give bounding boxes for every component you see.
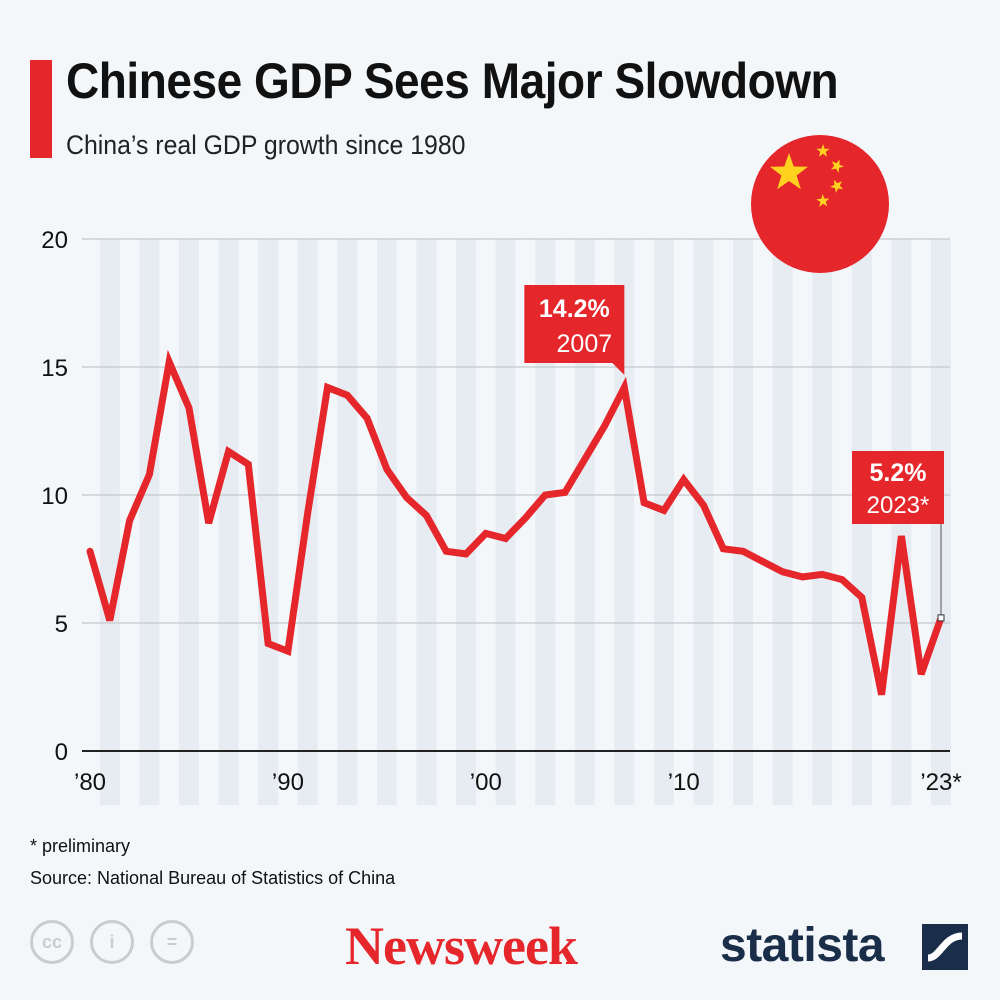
x-tick-label: ’23* xyxy=(920,769,961,796)
annotation-value: 5.2% xyxy=(870,459,927,487)
footnote: * preliminary xyxy=(30,836,131,856)
stripe xyxy=(258,239,279,805)
stripe xyxy=(456,239,477,805)
annotation-year: 2007 xyxy=(557,330,613,358)
stripe xyxy=(99,239,120,805)
statista-mark-icon xyxy=(922,924,968,970)
annotation-pointer xyxy=(612,363,625,375)
stripe xyxy=(495,239,516,805)
no-derivatives-icon: = xyxy=(150,920,194,964)
attribution-icon: i xyxy=(90,920,134,964)
flag-small-star xyxy=(831,159,844,173)
stripe xyxy=(733,239,754,805)
y-tick-label: 0 xyxy=(55,739,68,766)
statista-logo: statista xyxy=(720,919,885,972)
y-tick-label: 10 xyxy=(41,483,68,510)
x-tick-label: ’00 xyxy=(470,769,502,796)
y-tick-label: 20 xyxy=(41,227,68,254)
stripe xyxy=(693,239,714,805)
stripe xyxy=(218,239,239,805)
flag-small-star xyxy=(816,144,830,157)
stripe xyxy=(535,239,556,805)
title-accent-bar xyxy=(30,60,52,158)
flag-small-star xyxy=(816,194,830,207)
x-tick-label: ’10 xyxy=(668,769,700,796)
x-tick-label: ’90 xyxy=(272,769,304,796)
stripe xyxy=(653,239,674,805)
stripe xyxy=(337,239,358,805)
page-title: Chinese GDP Sees Major Slowdown xyxy=(66,53,839,109)
y-tick-label: 15 xyxy=(41,355,68,382)
newsweek-logo: Newsweek xyxy=(345,916,578,976)
stripe xyxy=(574,239,595,805)
annotation-marker xyxy=(937,614,945,622)
china-flag-icon xyxy=(751,135,889,273)
stripe xyxy=(139,239,160,805)
page-subtitle: China’s real GDP growth since 1980 xyxy=(66,130,466,160)
flag-small-star xyxy=(830,179,844,193)
gdp-growth-line xyxy=(86,349,945,696)
stripe xyxy=(614,239,635,805)
y-tick-label: 5 xyxy=(55,611,68,638)
annotation-box xyxy=(524,285,625,363)
stripe xyxy=(772,239,793,805)
stripe xyxy=(812,239,833,805)
stripe xyxy=(376,239,397,805)
cc-icon: cc xyxy=(30,920,74,964)
source: Source: National Bureau of Statistics of… xyxy=(30,868,396,888)
stripe xyxy=(178,239,199,805)
annotation-value: 14.2% xyxy=(539,295,610,323)
x-tick-label: ’80 xyxy=(74,769,106,796)
annotation-box xyxy=(852,451,944,524)
annotation-year: 2023* xyxy=(867,492,930,519)
